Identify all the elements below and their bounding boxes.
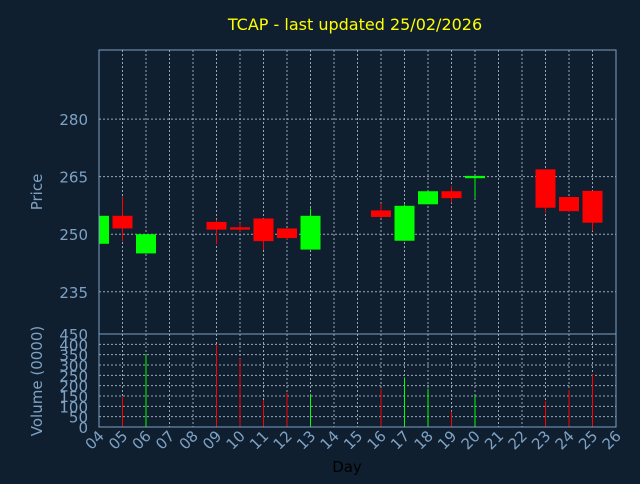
- price-tick-label: 250: [59, 226, 88, 244]
- volume-axis-label: Volume (0000): [28, 326, 46, 436]
- candle-body: [300, 215, 321, 250]
- x-axis-label: Day: [332, 458, 362, 476]
- candle-body: [277, 228, 297, 239]
- volume-plot-frame: [98, 333, 617, 428]
- candle-body: [441, 191, 462, 199]
- candle-body: [206, 221, 227, 230]
- candle-body: [465, 175, 485, 179]
- chart-title: TCAP - last updated 25/02/2026: [227, 15, 482, 34]
- candle-body: [253, 218, 274, 242]
- price-tick-label: 265: [59, 169, 88, 187]
- price-axis-label: Price: [28, 174, 46, 211]
- candle-body: [418, 191, 438, 205]
- candle-body: [230, 227, 250, 230]
- volume-tick-label: 350: [59, 347, 88, 365]
- volume-tick-label: 450: [59, 326, 88, 344]
- candle-body: [582, 190, 603, 223]
- volume-tick-label: 250: [59, 367, 88, 385]
- price-tick-label: 280: [59, 111, 88, 129]
- volume-tick-label: 150: [59, 388, 88, 406]
- volume-tick-label: 400: [59, 336, 88, 354]
- candle-body: [371, 210, 391, 217]
- candle-body: [112, 215, 133, 229]
- price-tick-label: 235: [59, 284, 88, 302]
- price-panel: 235 250 265 280: [59, 49, 617, 335]
- volume-tick-label: 200: [59, 378, 88, 396]
- volume-tick-label: 300: [59, 357, 88, 375]
- candle-body: [394, 205, 415, 241]
- volume-tick-label: 0: [78, 419, 88, 437]
- candle-body: [99, 215, 109, 244]
- candle-body: [136, 234, 156, 254]
- volume-tick-label: 100: [59, 398, 88, 416]
- candle-body: [535, 169, 556, 208]
- candle-body: [559, 196, 579, 212]
- volume-tick-label: 50: [69, 409, 88, 427]
